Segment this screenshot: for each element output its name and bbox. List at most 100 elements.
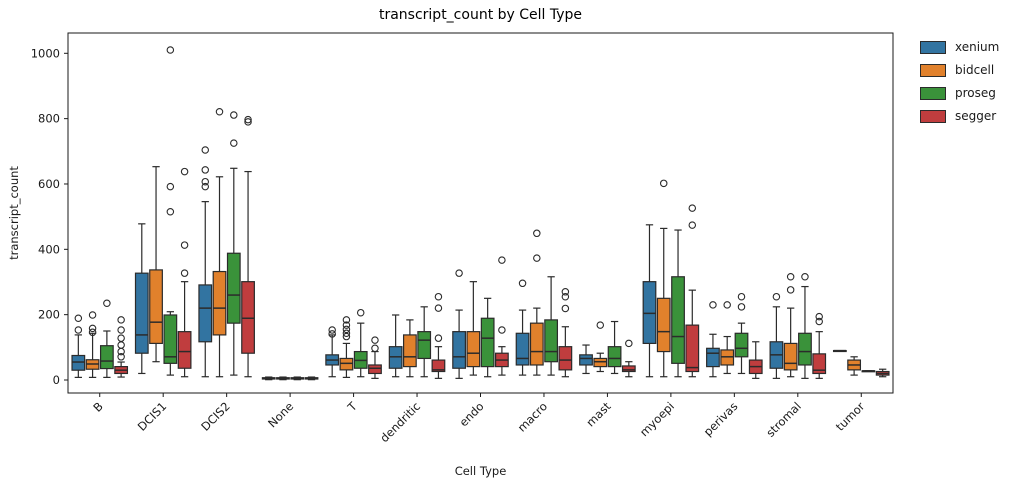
box-xenium-T (325, 326, 340, 378)
box-rect (621, 365, 636, 373)
box-rect (579, 354, 593, 366)
box-rect (212, 270, 227, 336)
box-rect (558, 346, 573, 371)
outlier-point (786, 286, 795, 294)
legend-label-xenium: xenium (955, 40, 1000, 54)
x-tick-label: endo (456, 399, 486, 429)
outlier-point (342, 321, 351, 329)
box-segger-stromal (812, 312, 827, 379)
outlier-point (117, 334, 125, 342)
box-rect (402, 334, 417, 368)
box-segger-DCIS1 (177, 167, 192, 378)
legend-swatch-segger (920, 109, 946, 123)
box-proseg-endo (480, 297, 495, 378)
outlier-point (434, 292, 443, 301)
box-segger-DCIS2 (241, 115, 255, 378)
box-segger-macro (558, 288, 573, 378)
x-tick-label: perivas (701, 399, 741, 439)
outlier-point (533, 254, 541, 262)
outlier-point (737, 303, 746, 311)
x-tick-label: myoepi (637, 399, 677, 439)
outlier-point (356, 308, 365, 317)
legend-swatch-bidcell (920, 63, 946, 77)
box-rect (163, 314, 178, 364)
outlier-point (342, 325, 351, 334)
outlier-point (434, 304, 443, 312)
outlier-point (180, 241, 189, 249)
box-rect (642, 281, 657, 345)
box-xenium-dendritic (388, 314, 403, 378)
y-tick-label: 400 (38, 242, 60, 256)
box-bidcell-B (85, 311, 100, 378)
y-tick-label: 800 (38, 112, 60, 126)
outlier-point (498, 256, 506, 264)
outlier-point (815, 312, 823, 321)
outlier-point (244, 115, 252, 124)
outlier-point (117, 326, 125, 334)
box-proseg-tumor (861, 370, 876, 373)
outlier-point (498, 326, 506, 334)
x-tick-label: B (90, 399, 106, 415)
outlier-point (723, 301, 731, 309)
outlier-point (180, 269, 189, 277)
outlier-point (166, 182, 175, 191)
box-segger-tumor (875, 368, 890, 378)
x-tick-label: macro (515, 399, 550, 434)
box-xenium-tumor (832, 349, 847, 353)
legend-item-proseg: proseg (920, 86, 999, 100)
box-bidcell-myoepi (656, 179, 671, 378)
outlier-point (371, 336, 379, 344)
legend-swatch-xenium (920, 40, 946, 54)
box-rect (480, 317, 495, 368)
legend-label-proseg: proseg (955, 86, 996, 100)
box-xenium-macro (515, 279, 530, 376)
box-bidcell-T (339, 316, 354, 378)
outlier-point (215, 108, 224, 116)
box-proseg-myoepi (671, 229, 685, 378)
box-rect (607, 346, 622, 368)
x-axis-label: Cell Type (454, 464, 507, 478)
box-rect (656, 297, 671, 353)
box-rect (466, 331, 481, 368)
box-xenium-None (261, 376, 276, 381)
box-rect (593, 357, 608, 368)
box-rect (544, 319, 559, 363)
outlier-point (342, 316, 351, 324)
outlier-point (561, 304, 570, 313)
box-bidcell-DCIS2 (212, 108, 227, 378)
outlier-point (533, 229, 541, 238)
box-xenium-endo (452, 269, 466, 379)
box-rect (798, 332, 812, 366)
box-segger-dendritic (431, 292, 446, 379)
legend-swatch-proseg (920, 86, 946, 100)
box-xenium-perivas (706, 301, 720, 378)
outlier-point (166, 46, 175, 54)
outlier-point (201, 177, 210, 186)
box-segger-endo (495, 256, 509, 376)
outlier-point (201, 146, 210, 154)
outlier-point (342, 332, 351, 341)
outlier-point (342, 329, 351, 338)
box-rect (812, 353, 827, 375)
outlier-point (561, 288, 570, 296)
box-segger-myoepi (685, 204, 700, 378)
outlier-point (88, 324, 97, 333)
box-rect (226, 252, 241, 324)
outlier-point (801, 273, 809, 281)
outlier-point (244, 118, 252, 126)
box-bidcell-mast (593, 321, 608, 373)
box-proseg-macro (544, 276, 559, 376)
outlier-point (371, 344, 379, 353)
legend-item-bidcell: bidcell (920, 63, 999, 77)
outlier-point (201, 182, 210, 191)
box-rect (417, 331, 432, 360)
outlier-point (455, 269, 463, 277)
outlier-point (434, 334, 443, 342)
box-xenium-mast (579, 344, 593, 375)
y-tick-label: 1000 (31, 46, 60, 60)
box-rect (431, 359, 446, 373)
box-proseg-mast (607, 320, 622, 375)
x-tick-label: None (265, 399, 296, 430)
box-proseg-DCIS1 (163, 46, 178, 376)
